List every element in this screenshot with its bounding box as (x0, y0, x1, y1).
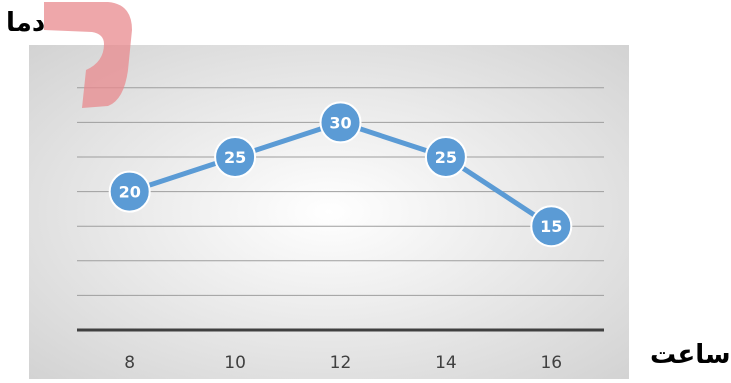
data-point (530, 205, 573, 248)
x-tick-label: 16 (540, 353, 562, 373)
data-label: 30 (329, 113, 351, 132)
arrow-decoration-icon (44, 2, 132, 108)
x-axis-title: ساعت (650, 340, 731, 370)
data-point (108, 170, 151, 213)
x-tick-label: 10 (224, 353, 246, 373)
data-point (214, 136, 257, 178)
data-markers: 20 25 30 25 15 (108, 101, 573, 248)
x-tick-label: 12 (330, 353, 352, 373)
x-tick-labels: 8 10 12 14 16 (124, 353, 562, 373)
data-label: 25 (435, 148, 457, 167)
data-point (424, 136, 467, 178)
data-label: 20 (119, 183, 141, 202)
x-tick-label: 14 (435, 353, 457, 373)
data-point (319, 101, 362, 144)
y-axis-title: دما (6, 8, 46, 38)
x-tick-label: 8 (124, 353, 135, 373)
data-label: 25 (224, 148, 246, 167)
data-label: 15 (540, 217, 562, 236)
